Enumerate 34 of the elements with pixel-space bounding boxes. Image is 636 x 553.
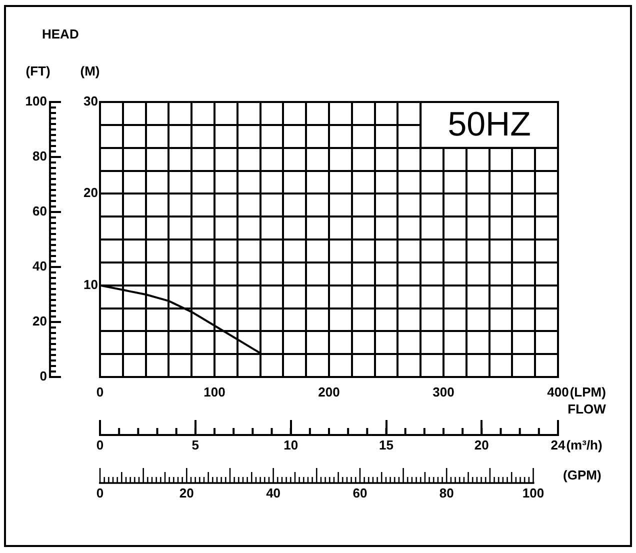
- y-tick-label: 30: [84, 94, 98, 109]
- x2-axis-title: (m³/h): [566, 438, 602, 453]
- text: 80: [439, 486, 454, 501]
- x-tick-label: 0: [96, 384, 104, 400]
- y-tick-label: 20: [84, 185, 98, 200]
- text: HEAD: [42, 26, 79, 42]
- x2-tick-label: 20: [474, 437, 489, 452]
- y2-tick-label: 0: [40, 368, 47, 384]
- x2-tick-label: 10: [284, 437, 298, 452]
- x2-tick-label: 24: [550, 437, 566, 452]
- y2-tick-label: 80: [32, 148, 47, 164]
- text: (GPM): [563, 468, 602, 483]
- x-tick-label: 200: [318, 384, 340, 400]
- y2-tick-label: 60: [32, 204, 47, 219]
- text: 0: [96, 486, 104, 501]
- y-axis-title: (M): [80, 64, 100, 79]
- x-tick-label: 400: [547, 384, 569, 400]
- x2-tick-label: 5: [192, 437, 200, 452]
- y2-tick-label: 20: [32, 314, 47, 329]
- x2-tick-label: 0: [96, 437, 104, 452]
- text: 20: [179, 486, 194, 501]
- y-tick-label: 10: [84, 276, 98, 292]
- y2-tick-label: 100: [25, 94, 47, 109]
- y2-axis-title: (FT): [26, 64, 50, 79]
- x2-tick-label: 15: [379, 437, 394, 452]
- text: 40: [266, 486, 281, 501]
- x-tick-label: 300: [432, 384, 454, 400]
- text: 60: [352, 486, 368, 501]
- x-axis-title: (LPM): [570, 384, 606, 400]
- text: 100: [522, 486, 544, 501]
- y2-tick-label: 40: [32, 258, 47, 274]
- chart-title: 50HZ: [448, 105, 531, 144]
- text: FLOW: [568, 402, 607, 417]
- x-tick-label: 100: [204, 384, 226, 400]
